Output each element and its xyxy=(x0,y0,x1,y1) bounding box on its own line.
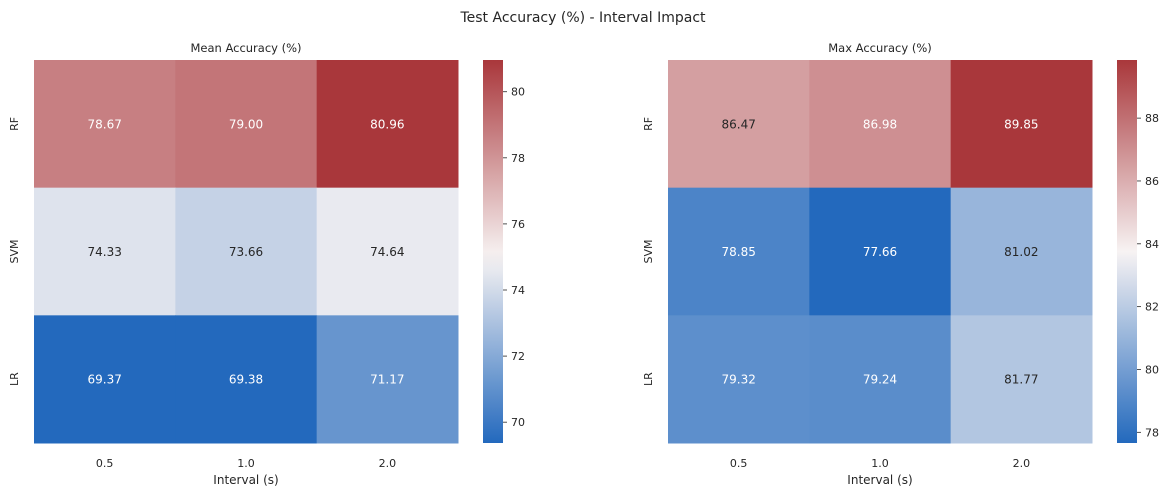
colorbar-tick-label: 70 xyxy=(511,416,525,429)
heatmap-cell xyxy=(809,60,952,189)
x-tick-label: 2.0 xyxy=(1013,457,1031,470)
heatmap-cell-label: 69.38 xyxy=(229,373,263,387)
colorbar-tick-label: 74 xyxy=(511,284,525,297)
y-tick-label: RF xyxy=(642,117,655,131)
heatmap-cell xyxy=(34,315,176,444)
heatmap-cell xyxy=(175,187,318,316)
heatmap-cell xyxy=(950,315,1093,444)
colorbar-tick-label: 80 xyxy=(511,86,525,99)
x-tick-label: 1.0 xyxy=(871,457,889,470)
x-tick-label: 0.5 xyxy=(730,457,748,470)
heatmap-cell xyxy=(34,187,176,316)
heatmap-cell-label: 77.66 xyxy=(863,245,897,259)
heatmap-cell-label: 74.64 xyxy=(370,245,404,259)
heatmap-cell xyxy=(809,315,952,444)
x-tick-label: 1.0 xyxy=(237,457,255,470)
heatmap-panel-mean-accuracy: Mean Accuracy (%) 78.67 79.00 80.96 74.33 73.… xyxy=(8,41,525,487)
colorbar-tick-label: 80 xyxy=(1145,363,1159,376)
heatmap-cell xyxy=(668,60,810,189)
heatmap-title: Max Accuracy (%) xyxy=(828,41,932,55)
colorbar-tick-label: 78 xyxy=(511,152,525,165)
heatmap-cell xyxy=(668,187,810,316)
colorbar-tick-label: 78 xyxy=(1145,426,1159,439)
x-axis-label: Interval (s) xyxy=(213,473,278,487)
y-tick-label: RF xyxy=(8,117,21,131)
heatmap-cell xyxy=(316,187,459,316)
heatmap-cell-label: 86.98 xyxy=(863,117,897,131)
heatmap-cell-label: 81.02 xyxy=(1004,245,1038,259)
y-tick-label: SVM xyxy=(642,240,655,264)
heatmap-cell xyxy=(175,315,318,444)
heatmap-cell xyxy=(34,60,176,189)
heatmap-cell xyxy=(809,187,952,316)
heatmap-cell-label: 86.47 xyxy=(721,117,755,131)
heatmap-cell-label: 74.33 xyxy=(87,245,121,259)
figure-suptitle: Test Accuracy (%) - Interval Impact xyxy=(459,10,706,26)
colorbar-tick-label: 88 xyxy=(1145,112,1159,125)
heatmap-cell-label: 69.37 xyxy=(87,373,121,387)
colorbar-tick-label: 76 xyxy=(511,218,525,231)
heatmap-cell xyxy=(316,60,459,189)
heatmap-cell-label: 78.67 xyxy=(87,117,121,131)
heatmap-cell-label: 79.32 xyxy=(721,373,755,387)
colorbar xyxy=(483,60,503,443)
heatmap-cell-label: 79.24 xyxy=(863,373,897,387)
colorbar-tick-label: 82 xyxy=(1145,301,1159,314)
colorbar-tick-label: 84 xyxy=(1145,238,1159,251)
heatmap-cell-label: 89.85 xyxy=(1004,117,1038,131)
y-tick-label: LR xyxy=(8,372,21,386)
heatmap-cell xyxy=(668,315,810,444)
x-tick-label: 0.5 xyxy=(96,457,114,470)
x-axis-label: Interval (s) xyxy=(847,473,912,487)
colorbar xyxy=(1117,60,1137,443)
heatmap-cell-label: 81.77 xyxy=(1004,373,1038,387)
heatmap-cell-label: 79.00 xyxy=(229,117,263,131)
colorbar-tick-label: 72 xyxy=(511,350,525,363)
x-tick-label: 2.0 xyxy=(379,457,397,470)
heatmap-cell xyxy=(316,315,459,444)
heatmap-cell xyxy=(950,60,1093,189)
heatmap-cell-label: 78.85 xyxy=(721,245,755,259)
y-tick-label: LR xyxy=(642,372,655,386)
heatmap-cell xyxy=(950,187,1093,316)
heatmap-cell-label: 71.17 xyxy=(370,373,404,387)
heatmap-title: Mean Accuracy (%) xyxy=(190,41,301,55)
y-tick-label: SVM xyxy=(8,240,21,264)
colorbar-tick-label: 86 xyxy=(1145,175,1159,188)
heatmap-cell-label: 73.66 xyxy=(229,245,263,259)
heatmap-cell xyxy=(175,60,318,189)
heatmap-cell-label: 80.96 xyxy=(370,117,404,131)
heatmap-panel-max-accuracy: Max Accuracy (%) 86.47 86.98 89.85 78.85 77.6… xyxy=(642,41,1159,487)
